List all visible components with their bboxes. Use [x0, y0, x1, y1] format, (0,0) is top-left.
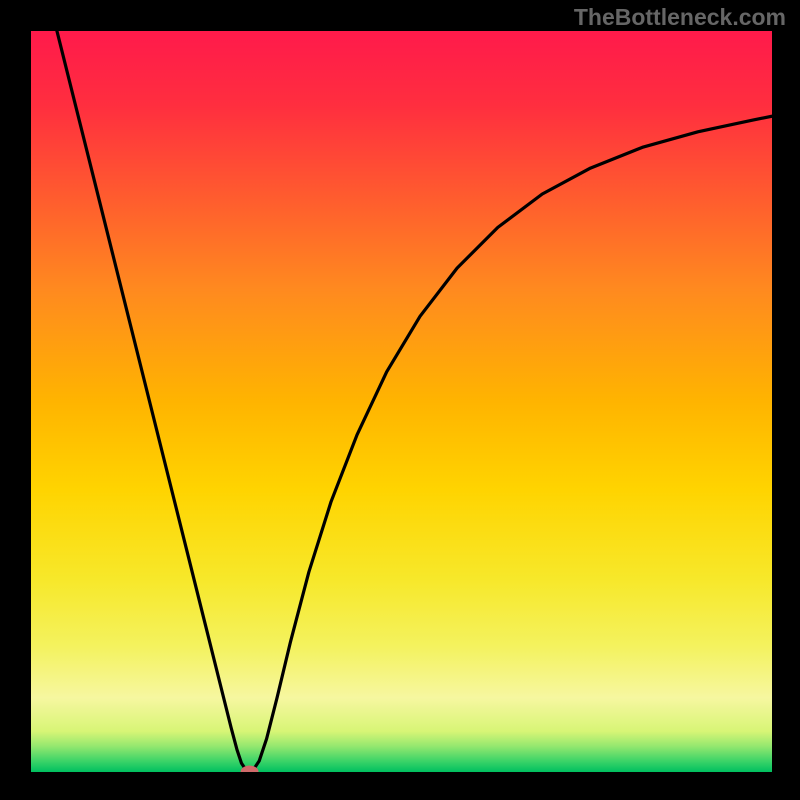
plot-svg	[31, 31, 772, 772]
plot-area	[31, 31, 772, 772]
watermark-text: TheBottleneck.com	[574, 4, 786, 31]
